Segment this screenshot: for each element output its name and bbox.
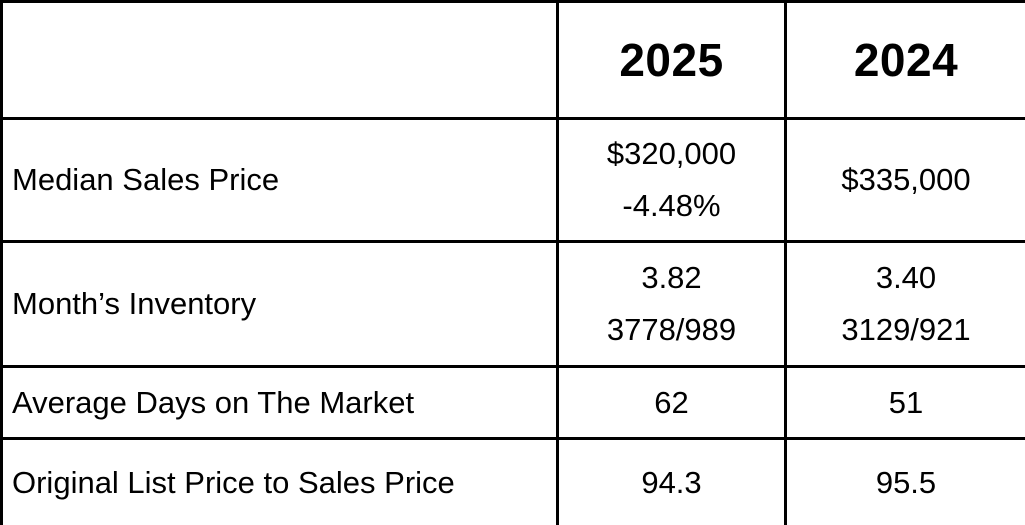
row-label: Median Sales Price (0, 117, 559, 243)
value-line: $320,000 (606, 136, 737, 171)
value-2024: 51 (784, 365, 1025, 440)
value-line: 95.5 (875, 464, 937, 500)
value-line: $335,000 (841, 162, 971, 197)
value-2025: 94.3 (556, 437, 787, 525)
table-row-average-days-on-market: Average Days on The Market 62 51 (0, 365, 1025, 440)
value-line: 62 (654, 384, 689, 420)
table-row-median-sales-price: Median Sales Price $320,000 -4.48% $335,… (0, 117, 1025, 243)
value-line: -4.48% (622, 188, 721, 223)
value-2024: 3.40 3129/921 (784, 240, 1025, 368)
value-line: 3.82 (641, 260, 702, 295)
row-label: Month’s Inventory (0, 240, 559, 368)
value-2025: 3.82 3778/989 (556, 240, 787, 368)
value-2025: $320,000 -4.48% (556, 117, 787, 243)
value-line: 51 (888, 384, 924, 420)
table-row-original-list-to-sales-price: Original List Price to Sales Price 94.3 … (0, 437, 1025, 525)
value-line: 94.3 (641, 464, 702, 500)
value-2024: $335,000 (784, 117, 1025, 243)
header-cell-empty (0, 0, 559, 120)
value-line: 3778/989 (606, 312, 737, 347)
table-row-months-inventory: Month’s Inventory 3.82 3778/989 3.40 312… (0, 240, 1025, 368)
header-row: 2025 2024 (0, 0, 1025, 120)
header-cell-2025: 2025 (556, 0, 787, 120)
value-line: 3129/921 (841, 312, 971, 347)
row-label: Average Days on The Market (0, 365, 559, 440)
value-2024: 95.5 (784, 437, 1025, 525)
value-line: 3.40 (875, 260, 937, 295)
value-2025: 62 (556, 365, 787, 440)
row-label: Original List Price to Sales Price (0, 437, 559, 525)
header-cell-2024: 2024 (784, 0, 1025, 120)
